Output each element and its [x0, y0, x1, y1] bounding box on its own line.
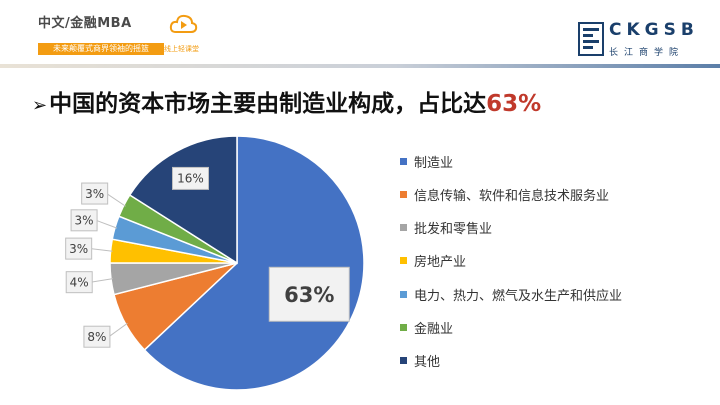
legend-item: 其他	[400, 350, 622, 372]
legend-label: 金融业	[414, 321, 454, 337]
ckgsb-logo-icon	[578, 22, 604, 56]
pie-slice	[128, 135, 238, 265]
header: 中文/金融MBA 未来颠覆式商界领袖的摇篮 线上轻课堂 CKGSB 长江商学院	[0, 0, 720, 68]
legend-item: 制造业	[400, 150, 622, 172]
legend-item: 批发和零售业	[400, 217, 622, 239]
legend-swatch	[400, 357, 407, 365]
leader-line	[90, 248, 113, 252]
data-label-box	[81, 182, 109, 205]
data-label: 8%	[87, 330, 106, 344]
legend-swatch	[400, 323, 407, 331]
legend-swatch	[400, 290, 407, 298]
legend-item: 信息传输、软件和信息技术服务业	[400, 183, 622, 205]
legend-swatch	[400, 157, 407, 165]
pie-chart: 63% 8% 4% 3% 3% 3% 16%	[65, 135, 365, 391]
headline-highlight: 63%	[486, 91, 542, 117]
legend-swatch	[400, 190, 407, 198]
legend-item: 房地产业	[400, 250, 622, 272]
leader-line	[108, 322, 128, 338]
data-label-box	[268, 266, 350, 322]
data-label-box	[172, 166, 209, 190]
data-label: 3%	[75, 214, 94, 228]
legend-swatch	[400, 257, 407, 265]
brand-title: 中文/金融MBA	[38, 16, 132, 31]
bullet-arrow-icon: ➢	[32, 95, 48, 116]
leader-line	[95, 219, 118, 229]
data-label-box	[65, 271, 93, 294]
legend-item: 电力、热力、燃气及水生产和供应业	[400, 283, 622, 305]
headline-text: 中国的资本市场主要由制造业构成，占比达	[49, 91, 487, 117]
slide-headline: ➢中国的资本市场主要由制造业构成，占比达63%	[32, 84, 541, 118]
chart-legend: 制造业信息传输、软件和信息技术服务业 批发和零售业 房地产业电力、热力、燃气及水生产…	[400, 150, 622, 383]
legend-label: 制造业	[414, 155, 454, 171]
brand-tagline: 未来颠覆式商界领袖的摇篮	[38, 43, 164, 55]
data-label: 4%	[70, 276, 89, 290]
leader-line	[106, 193, 126, 207]
pie-slice	[143, 135, 365, 391]
data-label-box	[70, 209, 98, 232]
legend-label: 信息传输、软件和信息技术服务业	[414, 188, 610, 204]
school-logo-letters: CKGSB	[609, 20, 699, 40]
leader-line	[91, 278, 114, 283]
legend-label: 其他	[414, 355, 441, 371]
legend-swatch	[400, 224, 407, 232]
data-label: 3%	[85, 187, 104, 201]
legend-label: 批发和零售业	[414, 222, 493, 238]
data-label: 3%	[69, 242, 88, 256]
data-label-box	[83, 325, 111, 348]
data-label: 16%	[177, 172, 204, 186]
legend-label: 电力、热力、燃气及水生产和供应业	[414, 288, 623, 304]
data-label: 63%	[284, 283, 334, 307]
school-logo-chinese: 长江商学院	[609, 48, 685, 58]
classroom-label: 线上轻课堂	[164, 45, 199, 53]
header-divider	[0, 64, 720, 68]
cloud-play-icon	[169, 14, 198, 33]
legend-item: 金融业	[400, 316, 622, 338]
legend-label: 房地产业	[414, 255, 467, 271]
data-label-box	[65, 237, 93, 260]
